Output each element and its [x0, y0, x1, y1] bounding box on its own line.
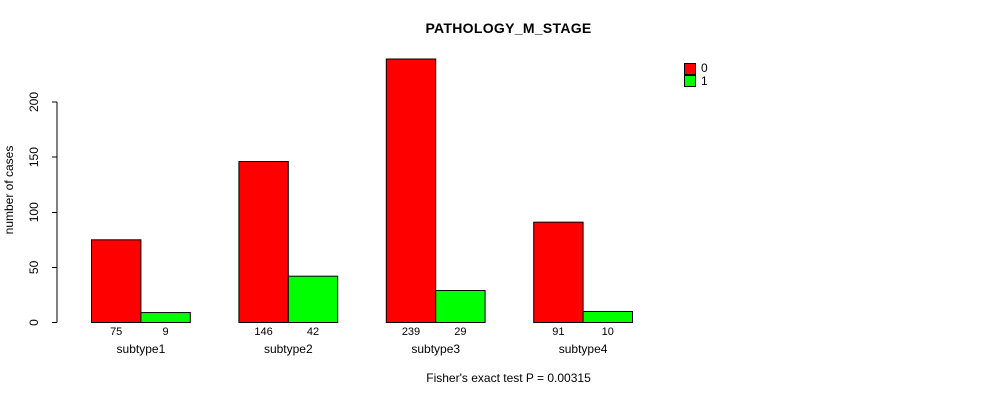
bar-subtype3-series-1 [435, 290, 486, 323]
bar-value-label: 91 [552, 326, 564, 338]
bar-subtype4-series-0 [533, 221, 584, 323]
bar-subtype2-series-1 [287, 275, 339, 324]
y-tick-label: 50 [27, 260, 41, 274]
category-label-subtype4: subtype4 [559, 342, 608, 356]
y-tick-label: 0 [27, 319, 41, 326]
bar-subtype1-series-1 [140, 312, 191, 324]
chart-title: PATHOLOGY_M_STAGE [425, 20, 592, 36]
bar-value-label: 239 [402, 326, 420, 338]
bar-subtype1-series-0 [91, 239, 142, 323]
legend-label: 0 [701, 61, 708, 76]
legend-item-0: 0 [684, 61, 708, 76]
bar-subtype4-series-1 [582, 310, 633, 324]
bar-value-label: 42 [307, 326, 319, 338]
y-tick-label: 100 [27, 202, 41, 222]
legend-item-1: 1 [684, 73, 708, 88]
legend-swatch-icon [684, 75, 696, 88]
bar-value-label: 29 [454, 326, 466, 338]
bar-subtype3-series-0 [385, 58, 437, 323]
category-label-subtype2: subtype2 [264, 342, 313, 356]
caption: Fisher's exact test P = 0.00315 [426, 371, 591, 385]
bar-value-label: 146 [254, 326, 272, 338]
y-tick-label: 150 [27, 147, 41, 167]
bar-subtype2-series-0 [238, 161, 289, 323]
bar-value-label: 75 [110, 326, 122, 338]
bar-value-label: 10 [602, 326, 614, 338]
category-label-subtype3: subtype3 [411, 342, 460, 356]
bar-value-label: 9 [163, 326, 169, 338]
legend-label: 1 [701, 73, 708, 88]
legend-swatch-icon [684, 62, 696, 75]
y-tick-label: 200 [27, 92, 41, 112]
category-label-subtype1: subtype1 [117, 342, 166, 356]
